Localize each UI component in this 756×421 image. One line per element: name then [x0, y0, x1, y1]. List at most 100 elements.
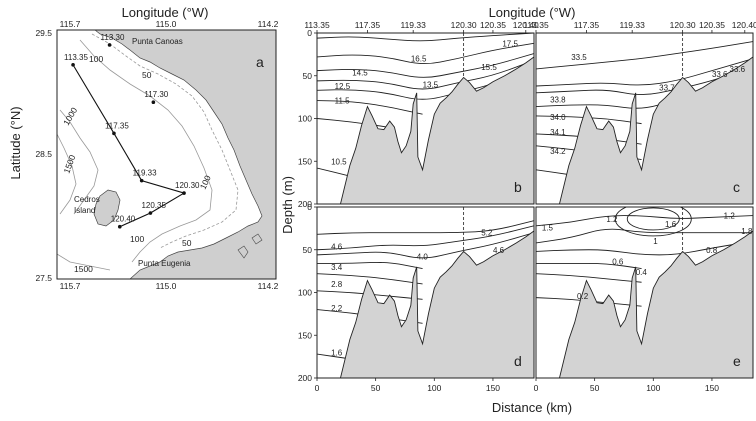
map-frame [56, 29, 277, 280]
top-tick-label-0-0: 113.35 [304, 20, 330, 30]
panel-b-contour-label-5: 12.5 [335, 82, 351, 91]
map-bottom-tick-1: 115.7 [60, 281, 81, 291]
left-tick-label-1-3: 150 [298, 330, 312, 340]
station-marker-1 [107, 43, 112, 47]
panel-c-contour-label-0: 33.5 [571, 53, 587, 62]
place-punta-canoas: Punta Canoas [132, 37, 183, 46]
panel-d-contour-1 [317, 225, 534, 251]
station-label-6: 120.35 [141, 201, 166, 210]
bottom-tick-label-1-3: 150 [705, 383, 719, 393]
panel-e-contour-label-7: 0.6 [612, 258, 624, 267]
panel-d-seafloor [339, 230, 534, 378]
panel-e-contour-label-8: 0.4 [636, 268, 648, 277]
panel-b-contour-4 [317, 66, 534, 100]
panel-e-contour-core-outer [614, 207, 692, 237]
panel-b-contour-label-0: 17.5 [502, 39, 518, 48]
left-tick-label-1-2: 100 [298, 288, 312, 298]
panel-label-a: a [256, 54, 264, 70]
section-x-axis-title: Distance (km) [492, 400, 572, 415]
panel-e-contour-2 [536, 240, 753, 256]
section-panel-d: 5.24.6 4.64.03.42.82.21.6d [316, 206, 535, 379]
panel-d-contour-label-3: 4.0 [417, 253, 429, 262]
station-label-5: 120.30 [175, 181, 200, 190]
left-tick-label-1-0: 0 [307, 202, 312, 212]
station-marker-4 [139, 178, 144, 183]
isobath-label-100c: 100 [130, 234, 144, 244]
panel-e-contour-label-9: 0.2 [577, 292, 589, 301]
panel-d-contour-label-5: 2.8 [331, 280, 343, 289]
panel-b-contour-5 [317, 100, 423, 115]
panel-e-contour-label-3: 1.2 [724, 212, 736, 221]
panel-d-contour-4 [317, 273, 423, 285]
bottom-tick-label-1-2: 100 [646, 383, 660, 393]
panel-b-contour-label-6: 11.5 [335, 97, 351, 106]
station-layer: 113.35 113.30 117.30 117.35 119.33 120.30 120.… [64, 33, 200, 229]
panel-c-contour-4 [536, 115, 642, 125]
panel-b-contour-1 [317, 42, 534, 65]
section-top-axis-title: Longitude (°W) [489, 5, 576, 20]
panel-e-contour-0 [536, 215, 753, 227]
panel-c-contour-label-4: 33.8 [550, 96, 566, 105]
top-tick-label-1-4: 120.35 [699, 20, 725, 30]
left-tick-label-1-4: 200 [298, 373, 312, 383]
top-tick-label-1-2: 119.33 [619, 20, 645, 30]
bottom-tick-label-1-0: 0 [534, 383, 539, 393]
map-y-axis-title: Latitude (°N) [8, 106, 23, 179]
panel-d-contour-label-7: 1.6 [331, 348, 343, 357]
panel-b-contour-0 [317, 33, 534, 42]
panel-c-frame [535, 32, 754, 205]
panel-e-contour-label-0: 1.2 [606, 215, 618, 224]
section-panel-c: 33.5 33.633.6 33.7 33.8 34.0 34.1 34.2 c [535, 32, 754, 205]
cedros-island [93, 189, 121, 227]
panel-d-contour-label-6: 2.2 [331, 304, 343, 313]
station-marker-2 [151, 100, 156, 105]
section-panel-e: 1.2 1.5 1.6 1.2 1.8 1 0.8 0.6 0.4 0.2 e [535, 206, 754, 379]
map-bottom-tick-3: 114.2 [258, 281, 279, 291]
isobath-100 [79, 39, 213, 263]
panel-c-contour-label-7: 34.2 [550, 147, 566, 156]
top-tick-label-0-4: 120.35 [480, 20, 506, 30]
panel-c-contour-2 [536, 66, 753, 96]
mainland [94, 30, 276, 279]
panel-d-contour-label-0: 5.2 [481, 229, 493, 238]
top-tick-label-1-1: 117.35 [574, 20, 600, 30]
panel-d-contour-label-1: 4.6 [331, 242, 343, 251]
panel-e-contour-label-2: 1.6 [665, 220, 677, 229]
station-label-2: 117.30 [144, 90, 168, 99]
map-left-tick-3: 27.5 [35, 273, 52, 283]
map-panel-a: Longitude (°W) Latitude (°N) 113.35113.3… [8, 5, 279, 291]
panel-b-frame [316, 32, 535, 205]
map-bottom-tick-2: 115.0 [156, 281, 177, 291]
panel-d-contour-label-2: 4.6 [493, 246, 505, 255]
panel-c-contour-label-1: 33.6 [730, 65, 746, 74]
bottom-tick-label-1-1: 50 [590, 383, 600, 393]
transect-line [72, 64, 186, 228]
map-top-tick-1: 115.7 [60, 19, 81, 29]
top-tick-label-1-3: 120.30 [670, 20, 696, 30]
panel-b-contour-label-4: 13.5 [423, 80, 439, 89]
top-tick-label-0-2: 119.33 [400, 20, 426, 30]
panel-d-contour-2 [317, 232, 534, 259]
panel-e-contour-3 [536, 262, 642, 270]
station-marker-7 [117, 224, 122, 229]
panel-d-contour-label-4: 3.4 [331, 263, 343, 272]
bottom-tick-label-0-1: 50 [371, 383, 381, 393]
map-top-tick-3: 114.2 [258, 19, 279, 29]
bottom-tick-label-0-3: 150 [486, 383, 500, 393]
station-marker-6 [148, 211, 153, 215]
section-y-axis-title: Depth (m) [280, 176, 295, 234]
panel-d-contour-3 [317, 261, 423, 270]
panel-b-contour-3 [317, 59, 534, 90]
panel-label-c: c [733, 179, 740, 195]
map-left-tick-1: 29.5 [35, 28, 52, 38]
left-tick-label-0-4: 200 [298, 199, 312, 209]
panel-b-contour-label-2: 15.5 [481, 63, 497, 72]
top-tick-label-1-5: 120.40 [732, 20, 756, 30]
panel-e-seafloor [558, 230, 753, 378]
small-islands [237, 233, 263, 259]
station-label-1: 113.30 [101, 33, 125, 42]
left-tick-label-1-1: 50 [303, 245, 313, 255]
panel-e-frame [535, 206, 754, 379]
left-tick-label-0-1: 50 [303, 71, 313, 81]
